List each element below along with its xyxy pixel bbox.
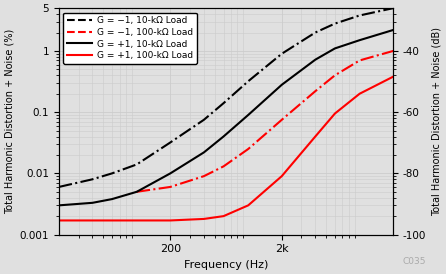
Y-axis label: Total Harmonic Distortion + Noise (%): Total Harmonic Distortion + Noise (%) <box>4 29 14 214</box>
X-axis label: Frequency (Hz): Frequency (Hz) <box>184 260 268 270</box>
Y-axis label: Total Harmonic Distortion + Noise (dB): Total Harmonic Distortion + Noise (dB) <box>432 27 442 216</box>
Text: C035: C035 <box>402 257 426 266</box>
Legend: G = −1, 10-kΩ Load, G = −1, 100-kΩ Load, G = +1, 10-kΩ Load, G = +1, 100-kΩ Load: G = −1, 10-kΩ Load, G = −1, 100-kΩ Load,… <box>63 13 197 64</box>
